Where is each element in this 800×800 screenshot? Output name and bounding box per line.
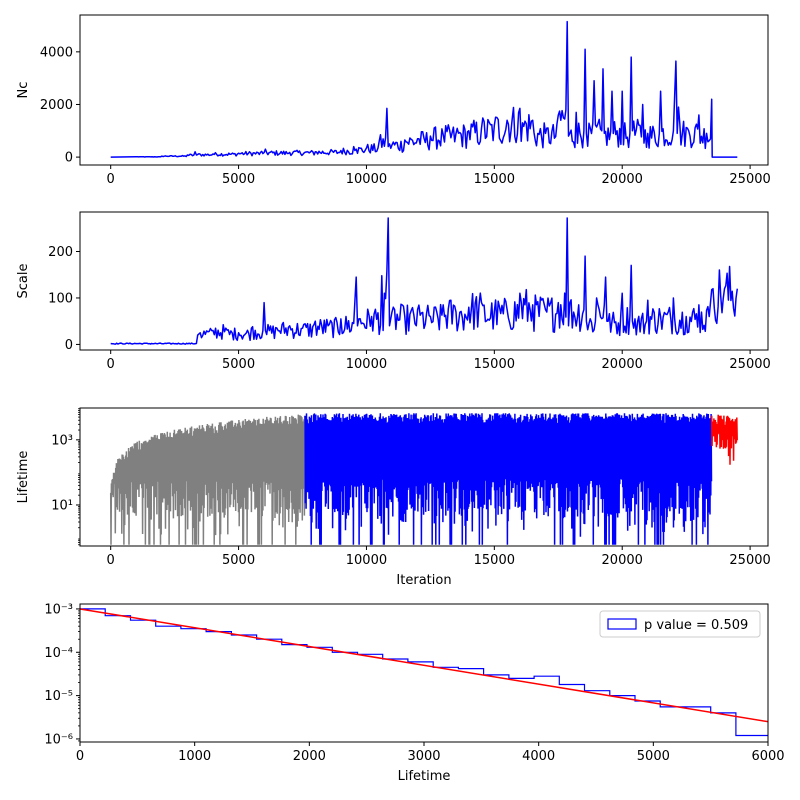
x-tick-label: 25000 <box>729 357 770 372</box>
x-tick-label: 5000 <box>222 172 255 187</box>
legend: p value = 0.509 <box>599 610 761 638</box>
y-tick-label: 2000 <box>40 98 73 113</box>
chart-nc: 0 5000 10000 15000 20000 25000 0 2000 4000 Nc <box>16 14 771 187</box>
plot-area <box>109 413 738 545</box>
y-axis-label: Lifetime <box>16 451 31 504</box>
series-line <box>109 414 306 545</box>
x-tick-label: 6000 <box>751 749 784 764</box>
chart-scale: 0 5000 10000 15000 20000 25000 0 100 200 Scale <box>16 211 771 372</box>
x-tick-label: 20000 <box>602 172 643 187</box>
x-axis-label: Lifetime <box>398 769 451 784</box>
plot-area <box>80 608 768 737</box>
chart-lifetime: 0 5000 10000 15000 20000 25000 10¹ 10³ Lifetime I… <box>16 407 771 588</box>
axes-frame <box>79 211 769 351</box>
series-line <box>304 413 713 545</box>
series-line <box>110 217 739 345</box>
y-tick-label: 0 <box>65 151 73 166</box>
x-tick-label: 0 <box>107 553 115 568</box>
axes-frame <box>79 14 769 166</box>
x-tick-label: 15000 <box>474 357 515 372</box>
y-tick-label: 100 <box>48 291 73 306</box>
series-line <box>710 414 738 465</box>
plot-area <box>110 217 739 345</box>
x-tick-label: 20000 <box>602 357 643 372</box>
y-tick-label: 0 <box>65 338 73 353</box>
y-tick-label: 10⁻⁴ <box>44 646 73 661</box>
x-tick-label: 15000 <box>474 172 515 187</box>
series-line <box>110 20 738 158</box>
legend-frame <box>599 610 761 638</box>
x-tick-label: 1000 <box>178 749 211 764</box>
x-tick-label: 20000 <box>602 553 643 568</box>
fit-line <box>80 608 768 723</box>
legend-label: p value = 0.509 <box>644 618 748 633</box>
x-tick-label: 25000 <box>729 172 770 187</box>
x-tick-label: 5000 <box>637 749 670 764</box>
x-tick-label: 5000 <box>222 553 255 568</box>
x-tick-label: 25000 <box>729 553 770 568</box>
x-tick-label: 5000 <box>222 357 255 372</box>
x-tick-label: 10000 <box>346 172 387 187</box>
chart-hist: p value = 0.509 0 1000 2000 3000 4000 5000 6000… <box>44 602 784 784</box>
y-tick-label: 4000 <box>40 45 73 60</box>
y-tick-label: 10⁻³ <box>44 602 73 617</box>
axes-frame <box>79 407 769 547</box>
y-tick-label: 10¹ <box>51 498 73 513</box>
x-tick-label: 2000 <box>293 749 326 764</box>
plot-area <box>110 20 738 158</box>
x-tick-label: 4000 <box>522 749 555 764</box>
y-tick-label: 10⁻⁵ <box>44 689 73 704</box>
x-tick-label: 10000 <box>346 553 387 568</box>
y-axis-label: Nc <box>16 82 31 99</box>
y-axis-label: Scale <box>16 264 31 299</box>
y-tick-label: 10³ <box>51 433 73 448</box>
x-tick-label: 0 <box>76 749 84 764</box>
y-tick-label: 200 <box>48 245 73 260</box>
x-tick-label: 10000 <box>346 357 387 372</box>
x-tick-label: 15000 <box>474 553 515 568</box>
x-tick-label: 0 <box>107 172 115 187</box>
y-tick-label: 10⁻⁶ <box>44 732 73 747</box>
legend-swatch <box>607 618 637 630</box>
x-tick-label: 3000 <box>407 749 440 764</box>
x-tick-label: 0 <box>107 357 115 372</box>
x-axis-label: Iteration <box>396 573 451 588</box>
